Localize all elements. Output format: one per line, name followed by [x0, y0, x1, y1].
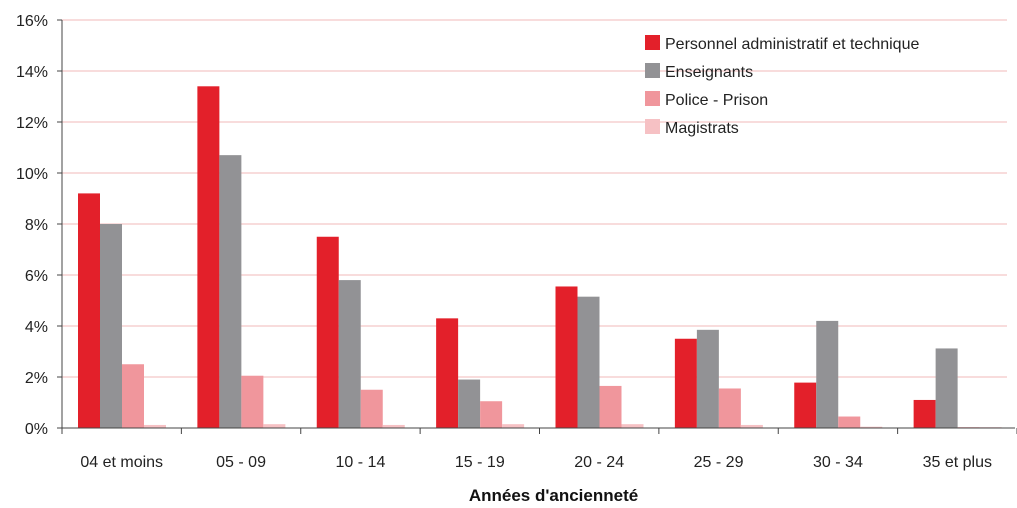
legend-swatch: [645, 119, 660, 134]
x-tick-label: 30 - 34: [813, 454, 863, 471]
bar-police-prison: [718, 388, 741, 428]
x-tick-label: 35 et plus: [923, 454, 992, 471]
bar-personnel-administratif-et-technique: [794, 382, 817, 428]
legend-swatch: [645, 91, 660, 106]
bar-magistrats: [144, 424, 166, 428]
axes: [61, 20, 1017, 434]
x-tick-label: 04 et moins: [80, 454, 163, 471]
legend-swatch: [645, 35, 660, 50]
y-tick-label: 4%: [25, 319, 48, 336]
bar-personnel-administratif-et-technique: [555, 286, 578, 428]
bar-enseignants: [338, 280, 361, 428]
bar-personnel-administratif-et-technique: [436, 318, 459, 428]
y-tick-label: 16%: [16, 13, 48, 30]
x-tick-label: 10 - 14: [336, 454, 386, 471]
legend-label: Magistrats: [665, 120, 739, 137]
x-tick-labels: 04 et moins 05 - 09 10 - 14 15 - 19 20 - 24 2…: [80, 454, 992, 471]
bar-police-prison: [599, 385, 622, 428]
bar-police-prison: [480, 401, 503, 428]
bar-magistrats: [382, 424, 405, 428]
bar-magistrats: [263, 424, 286, 428]
bar-enseignants: [100, 224, 122, 428]
bar-personnel-administratif-et-technique: [674, 338, 697, 428]
y-tick-label: 8%: [25, 217, 48, 234]
bar-enseignants: [219, 155, 242, 428]
legend-label: Personnel administratif et technique: [665, 36, 919, 53]
bar-personnel-administratif-et-technique: [197, 86, 220, 429]
bar-magistrats: [740, 424, 763, 428]
bar-personnel-administratif-et-technique: [316, 236, 339, 428]
y-tick-label: 14%: [16, 64, 48, 81]
bar-police-prison: [241, 375, 264, 428]
bar-magistrats: [860, 426, 883, 428]
bars: [78, 86, 1002, 429]
bar-police-prison: [122, 364, 144, 428]
y-tick-label: 6%: [25, 268, 48, 285]
y-tick-label: 10%: [16, 166, 48, 183]
x-tick-label: 20 - 24: [574, 454, 624, 471]
legend-swatch: [645, 63, 660, 78]
legend: Personnel administratif et technique Ense…: [645, 35, 919, 137]
y-tick-label: 0%: [25, 421, 48, 438]
bar-enseignants: [935, 348, 958, 428]
bar-enseignants: [577, 296, 600, 428]
y-tick-label: 2%: [25, 370, 48, 387]
bar-police-prison: [360, 389, 383, 428]
bar-personnel-administratif-et-technique: [78, 193, 100, 428]
bar-enseignants: [696, 329, 719, 428]
y-tick-label: 12%: [16, 115, 48, 132]
legend-label: Police - Prison: [665, 92, 768, 109]
x-axis-label: Années d'ancienneté: [469, 486, 638, 505]
legend-label: Enseignants: [665, 64, 753, 81]
bar-enseignants: [816, 320, 839, 428]
y-tick-labels: 0% 2% 4% 6% 8% 10% 12% 14% 16%: [16, 13, 48, 438]
bar-enseignants: [458, 379, 481, 428]
bar-magistrats: [502, 424, 525, 428]
x-tick-label: 25 - 29: [694, 454, 744, 471]
x-tick-label: 15 - 19: [455, 454, 505, 471]
bar-magistrats: [621, 424, 644, 428]
bar-police-prison: [838, 416, 861, 428]
x-tick-label: 05 - 09: [216, 454, 266, 471]
bar-personnel-administratif-et-technique: [913, 399, 936, 428]
